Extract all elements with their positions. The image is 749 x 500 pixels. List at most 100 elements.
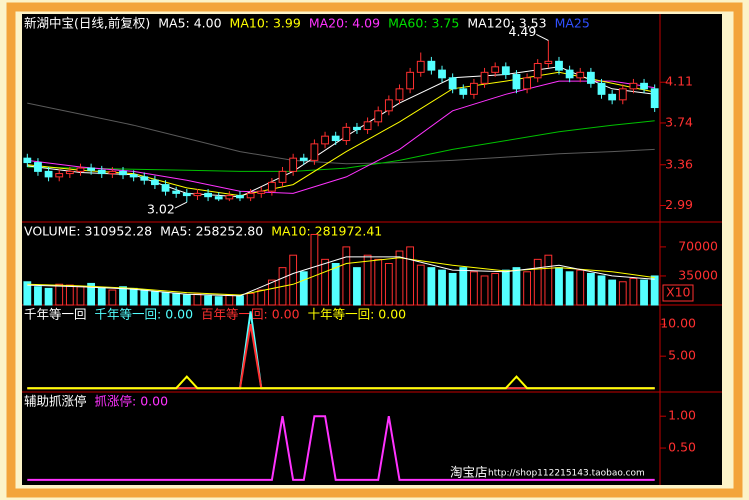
y-tick-label: 2.99	[665, 197, 693, 212]
candle-body	[555, 60, 563, 71]
y-tick-label: 0.50	[668, 440, 696, 455]
volume-bar	[97, 287, 106, 306]
y-tick-label: 3.36	[665, 156, 693, 171]
candle-body	[533, 63, 542, 79]
candle-body	[491, 66, 500, 73]
candle-body	[342, 126, 351, 142]
candle-body	[565, 69, 574, 79]
volume-bar	[108, 289, 117, 306]
volume-bar	[491, 272, 500, 306]
candle-body	[501, 66, 510, 76]
header-label: VOLUME: 310952.28	[24, 224, 152, 239]
volume-bar	[267, 279, 276, 306]
volume-bar	[374, 258, 383, 306]
volume-bar	[289, 254, 298, 306]
annotation-pointer	[174, 201, 188, 209]
volume-bar	[310, 233, 319, 306]
volume-bar	[512, 267, 521, 306]
volume-bar	[44, 287, 53, 306]
candle-body	[480, 71, 489, 84]
unit-label: X10	[666, 285, 691, 300]
candle-body	[395, 88, 404, 101]
header-label: MA20: 4.09	[309, 16, 380, 31]
candle-body	[597, 82, 606, 95]
volume-bar	[459, 267, 468, 306]
volume-bar	[501, 269, 510, 306]
candle-body	[576, 71, 585, 79]
candle-body	[257, 190, 266, 194]
candle-body	[182, 192, 191, 197]
ma-line	[27, 120, 655, 172]
candle-body	[225, 195, 234, 200]
candle-body	[23, 157, 32, 164]
candle-body	[331, 135, 340, 142]
volume-bar	[363, 254, 372, 306]
header-label: 千年等一回: 0.00	[95, 307, 194, 322]
annotation-pointer	[536, 33, 549, 41]
y-tick-label: 70000	[678, 238, 718, 253]
volume-bar	[236, 295, 244, 306]
candle-body	[523, 77, 531, 90]
candle-body	[363, 121, 372, 131]
indicator-line	[27, 415, 655, 481]
volume-bar	[640, 279, 648, 306]
candle-body	[140, 176, 149, 181]
volume-bar	[225, 294, 234, 306]
annotation-label: 3.02	[147, 202, 175, 217]
volume-bar	[416, 264, 425, 306]
y-tick-label: 5.00	[668, 348, 696, 363]
candle-body	[129, 174, 138, 178]
volume-bar	[76, 286, 85, 306]
volume-bar	[470, 271, 478, 306]
header-label: MA10: 281972.41	[271, 224, 382, 239]
volume-bar	[565, 271, 574, 306]
header-label: 辅助抓涨停	[24, 394, 87, 409]
candle-body	[608, 93, 617, 101]
candle-body	[214, 196, 223, 200]
header-label: 抓涨停: 0.00	[95, 394, 169, 409]
header-label: MA5: 258252.80	[160, 224, 263, 239]
volume-bar	[597, 275, 606, 306]
volume-bar	[65, 284, 74, 306]
candle-body	[459, 88, 468, 95]
candle-body	[204, 192, 212, 198]
volume-bar	[576, 269, 585, 306]
volume-bar	[119, 286, 127, 306]
candle-body	[278, 170, 287, 183]
candle-body	[246, 192, 255, 199]
candle-body	[172, 190, 181, 194]
volume-bar	[406, 246, 415, 306]
volume-bar	[523, 271, 531, 306]
volume-bar	[87, 282, 96, 306]
volume-bar	[395, 250, 404, 306]
candle-body	[87, 167, 96, 171]
volume-bar	[533, 258, 542, 306]
candle-body	[629, 82, 638, 90]
candle-body	[544, 60, 553, 65]
candle-body	[416, 60, 425, 73]
header-label: 新湖中宝(日线,前复权)	[24, 16, 150, 31]
header-label: MA60: 3.75	[388, 16, 459, 31]
header-label: MA120: 3.53	[467, 16, 546, 31]
volume-bar	[299, 271, 308, 306]
header-label: MA25	[555, 16, 590, 31]
volume-bar	[618, 281, 627, 306]
unit-box	[662, 284, 694, 302]
volume-bar	[555, 267, 563, 306]
volume-bar	[257, 289, 266, 306]
volume-bar	[544, 254, 553, 306]
volume-bar	[129, 287, 138, 306]
candle-body	[161, 184, 170, 192]
candle-body	[97, 169, 106, 175]
volume-bar	[438, 269, 446, 306]
candle-body	[512, 74, 521, 90]
volume-bar	[427, 267, 436, 306]
candle-body	[470, 82, 478, 95]
candle-body	[640, 82, 648, 90]
candle-body	[650, 88, 659, 109]
volume-bar	[214, 296, 223, 306]
volume-ma-line	[27, 257, 655, 296]
volume-bar	[172, 292, 181, 306]
candle-body	[55, 173, 64, 178]
candle-body	[65, 170, 74, 175]
